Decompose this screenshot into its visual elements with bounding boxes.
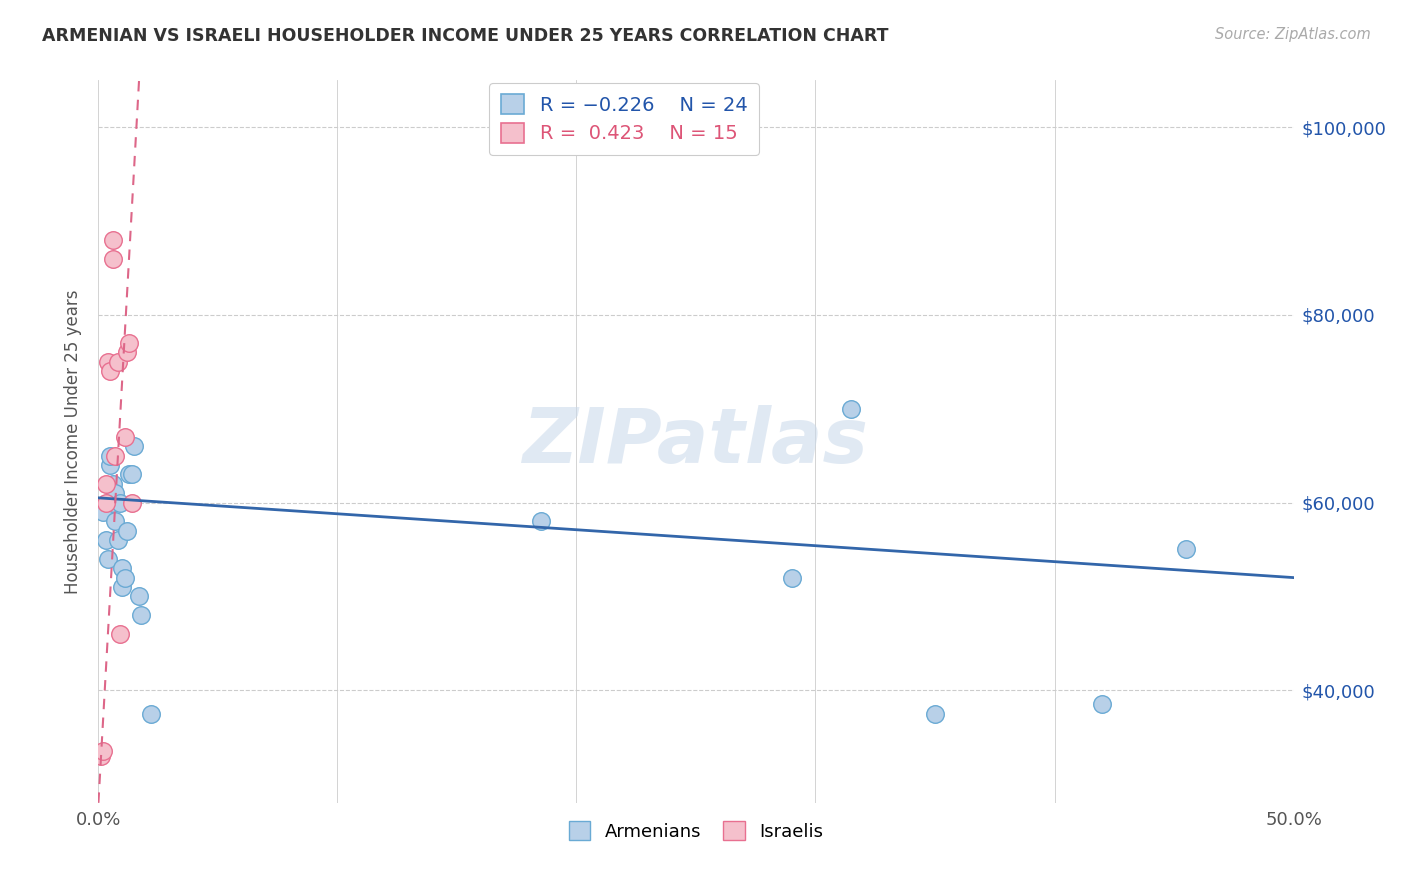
Point	[115, 345, 138, 359]
Point	[94, 495, 117, 509]
Point	[104, 486, 127, 500]
Point	[124, 439, 146, 453]
Text: ARMENIAN VS ISRAELI HOUSEHOLDER INCOME UNDER 25 YEARS CORRELATION CHART: ARMENIAN VS ISRAELI HOUSEHOLDER INCOME U…	[42, 27, 889, 45]
Point	[98, 364, 122, 378]
Point	[104, 514, 127, 528]
Point	[121, 495, 143, 509]
Point	[924, 706, 946, 721]
Point	[94, 533, 117, 547]
Point	[91, 505, 114, 519]
Point	[101, 252, 124, 266]
Point	[90, 748, 112, 763]
Point	[107, 355, 129, 369]
Legend: Armenians, Israelis: Armenians, Israelis	[561, 814, 831, 848]
Point	[780, 571, 803, 585]
Point	[118, 336, 141, 351]
Point	[101, 233, 124, 247]
Point	[98, 449, 122, 463]
Point	[108, 627, 131, 641]
Point	[107, 533, 129, 547]
Point	[131, 608, 153, 623]
Point	[97, 551, 120, 566]
Point	[101, 495, 124, 509]
Point	[115, 524, 138, 538]
Y-axis label: Householder Income Under 25 years: Householder Income Under 25 years	[65, 289, 83, 594]
Point	[94, 476, 117, 491]
Point	[1175, 542, 1198, 557]
Point	[111, 561, 134, 575]
Point	[108, 495, 131, 509]
Point	[104, 449, 127, 463]
Point	[111, 580, 134, 594]
Point	[139, 706, 162, 721]
Point	[101, 476, 124, 491]
Text: ZIPatlas: ZIPatlas	[523, 405, 869, 478]
Point	[128, 590, 150, 604]
Point	[91, 744, 114, 758]
Point	[530, 514, 553, 528]
Point	[118, 467, 141, 482]
Point	[1091, 698, 1114, 712]
Text: Source: ZipAtlas.com: Source: ZipAtlas.com	[1215, 27, 1371, 42]
Point	[121, 467, 143, 482]
Point	[114, 430, 136, 444]
Point	[841, 401, 863, 416]
Point	[97, 355, 120, 369]
Point	[98, 458, 122, 472]
Point	[114, 571, 136, 585]
